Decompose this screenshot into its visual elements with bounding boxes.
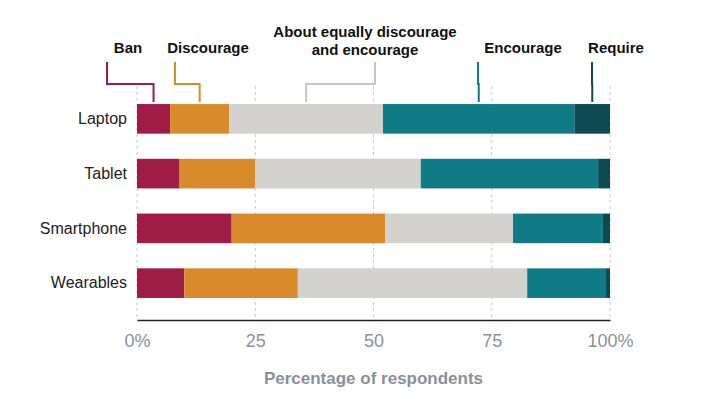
tick: 0% <box>124 320 150 351</box>
bar <box>603 214 610 244</box>
bar <box>137 214 232 244</box>
bar <box>137 104 170 134</box>
x-axis: 0% 25 50 75 100% <box>124 320 633 351</box>
y-axis: Laptop Tablet Smartphone Wearables <box>40 110 137 291</box>
tick: 75 <box>482 320 502 351</box>
bar <box>137 159 180 189</box>
tick: Wearables <box>51 274 137 291</box>
legend-connector <box>591 62 593 102</box>
tick: 100% <box>587 320 633 351</box>
bar <box>575 104 610 134</box>
legend-label: Encourage <box>484 39 562 56</box>
tick-label: 50 <box>364 331 384 351</box>
legend-connector <box>306 62 375 102</box>
axis-title: Percentage of respondents <box>264 369 483 388</box>
tick: 25 <box>246 320 266 351</box>
bar <box>605 268 610 298</box>
row-band <box>137 268 610 298</box>
legend-label: Require <box>588 39 644 56</box>
category-label: Laptop <box>78 110 127 127</box>
category-label: Smartphone <box>40 220 127 237</box>
category-label: Tablet <box>84 165 127 182</box>
legend-connector <box>175 62 200 102</box>
bar <box>298 268 527 298</box>
legend-item: Encourage <box>478 39 562 102</box>
row-band <box>137 104 610 134</box>
tick: Tablet <box>84 165 137 182</box>
legend-connector <box>477 62 480 102</box>
bar <box>232 214 386 244</box>
series <box>383 104 605 298</box>
row-band <box>137 159 610 189</box>
legend-item: Require <box>588 39 644 102</box>
series <box>575 104 610 298</box>
tick: Laptop <box>78 110 137 127</box>
grid <box>137 86 610 320</box>
tick: 50 <box>364 320 384 351</box>
bar <box>527 268 605 298</box>
bar <box>184 268 298 298</box>
plot: 0% 25 50 75 100% Laptop Tablet Smartphone Wearab… <box>40 86 634 351</box>
legend-label: About equally discourageand encourage <box>273 23 456 58</box>
legend: Ban Discourage About equally discourageand… <box>107 23 644 102</box>
bars <box>137 104 610 298</box>
bar <box>385 214 513 244</box>
bar <box>170 104 229 134</box>
bar <box>180 159 256 189</box>
bar <box>383 104 575 134</box>
chart: 0% 25 50 75 100% Laptop Tablet Smartphone Wearab… <box>0 0 703 400</box>
legend-item: Ban <box>107 39 154 102</box>
tick-label: 100% <box>587 331 633 351</box>
bar <box>255 159 421 189</box>
tick-label: 75 <box>482 331 502 351</box>
bar <box>598 159 610 189</box>
tick: Smartphone <box>40 220 137 237</box>
bar <box>421 159 598 189</box>
bar <box>513 214 603 244</box>
axis-line <box>138 320 611 322</box>
legend-label: Ban <box>114 39 142 56</box>
legend-connector <box>107 62 154 102</box>
legend-label: Discourage <box>167 39 249 56</box>
bar <box>229 104 383 134</box>
legend-item: Discourage <box>167 39 249 102</box>
bar <box>137 268 184 298</box>
category-label: Wearables <box>51 274 127 291</box>
tick-label: 25 <box>246 331 266 351</box>
legend-item: About equally discourageand encourage <box>273 23 456 102</box>
tick-label: 0% <box>124 331 150 351</box>
row-band <box>137 214 610 244</box>
